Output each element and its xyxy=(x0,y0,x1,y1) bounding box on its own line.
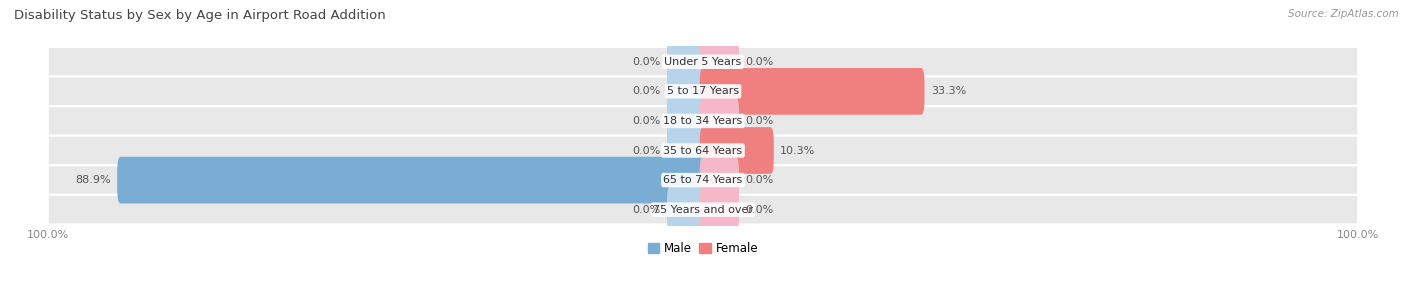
Text: 0.0%: 0.0% xyxy=(745,57,773,67)
FancyBboxPatch shape xyxy=(666,186,706,233)
FancyBboxPatch shape xyxy=(48,136,1358,165)
FancyBboxPatch shape xyxy=(117,157,706,203)
FancyBboxPatch shape xyxy=(48,47,1358,77)
FancyBboxPatch shape xyxy=(700,68,925,115)
Text: 88.9%: 88.9% xyxy=(75,175,111,185)
FancyBboxPatch shape xyxy=(666,68,706,115)
FancyBboxPatch shape xyxy=(666,38,706,85)
Text: 10.3%: 10.3% xyxy=(780,145,815,156)
Text: 0.0%: 0.0% xyxy=(633,86,661,96)
FancyBboxPatch shape xyxy=(666,98,706,144)
Text: 0.0%: 0.0% xyxy=(633,116,661,126)
FancyBboxPatch shape xyxy=(700,38,740,85)
Text: Source: ZipAtlas.com: Source: ZipAtlas.com xyxy=(1288,9,1399,19)
Legend: Male, Female: Male, Female xyxy=(643,237,763,260)
Text: 0.0%: 0.0% xyxy=(633,205,661,215)
FancyBboxPatch shape xyxy=(700,98,740,144)
FancyBboxPatch shape xyxy=(700,127,773,174)
FancyBboxPatch shape xyxy=(48,195,1358,224)
FancyBboxPatch shape xyxy=(48,77,1358,106)
FancyBboxPatch shape xyxy=(700,186,740,233)
FancyBboxPatch shape xyxy=(700,157,740,203)
Text: 35 to 64 Years: 35 to 64 Years xyxy=(664,145,742,156)
Text: 65 to 74 Years: 65 to 74 Years xyxy=(664,175,742,185)
Text: 18 to 34 Years: 18 to 34 Years xyxy=(664,116,742,126)
FancyBboxPatch shape xyxy=(666,127,706,174)
Text: 0.0%: 0.0% xyxy=(745,205,773,215)
Text: 33.3%: 33.3% xyxy=(931,86,966,96)
Text: 0.0%: 0.0% xyxy=(745,175,773,185)
Text: 0.0%: 0.0% xyxy=(745,116,773,126)
Text: Disability Status by Sex by Age in Airport Road Addition: Disability Status by Sex by Age in Airpo… xyxy=(14,9,385,22)
Text: 5 to 17 Years: 5 to 17 Years xyxy=(666,86,740,96)
FancyBboxPatch shape xyxy=(48,106,1358,136)
Text: 75 Years and over: 75 Years and over xyxy=(652,205,754,215)
FancyBboxPatch shape xyxy=(48,165,1358,195)
Text: 0.0%: 0.0% xyxy=(633,57,661,67)
Text: Under 5 Years: Under 5 Years xyxy=(665,57,741,67)
Text: 0.0%: 0.0% xyxy=(633,145,661,156)
